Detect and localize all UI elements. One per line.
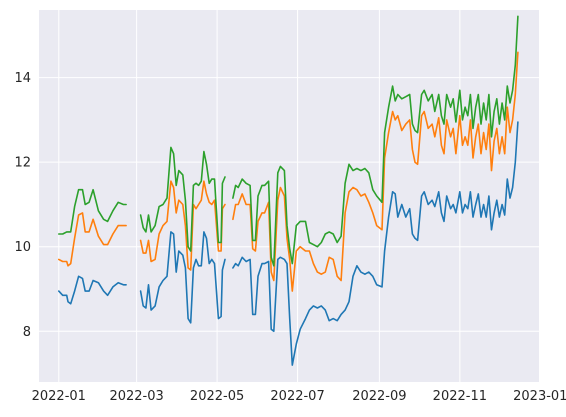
grid-lines [39,10,541,382]
series-lines [58,15,519,366]
y-tick-label: 8 [23,325,31,340]
y-tick-label: 14 [14,71,31,86]
series-line-1 [58,121,519,366]
tick-labels: 2022-01 2022-03 2022-05 2022-07 2022-09 2022-… [14,71,566,404]
x-tick-label: 2022-09 [352,389,406,404]
x-tick-label: 2022-05 [190,389,244,404]
series-line-2 [58,51,519,292]
x-tick-label: 2022-11 [433,389,487,404]
x-tick-label: 2022-07 [270,389,324,404]
plot-area [39,10,539,382]
x-tick-label: 2023-01 [513,389,566,404]
series-line-3 [58,15,519,267]
y-tick-label: 10 [14,240,31,255]
y-tick-label: 12 [14,156,31,171]
x-tick-label: 2022-03 [109,389,163,404]
x-tick-label: 2022-01 [32,389,86,404]
